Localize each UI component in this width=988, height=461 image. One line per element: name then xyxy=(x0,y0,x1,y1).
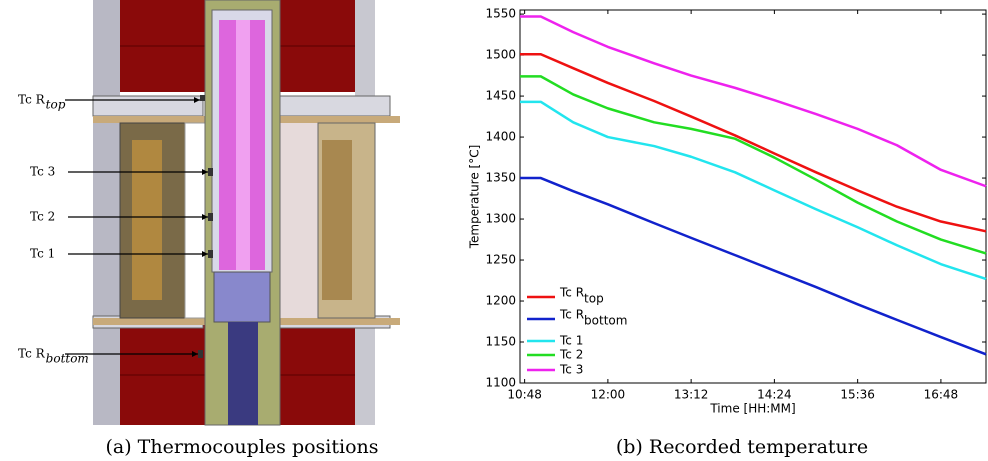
page: (a) Thermocouples positions (b) Recorded… xyxy=(0,0,988,461)
gap xyxy=(185,123,205,318)
flange xyxy=(93,318,205,325)
y-tick-label: 1250 xyxy=(485,253,516,267)
y-tick-label: 1300 xyxy=(485,212,516,226)
y-tick-label: 1150 xyxy=(485,335,516,349)
caption: (b) Recorded temperature xyxy=(616,436,868,458)
legend-label: Tc 3 xyxy=(559,363,583,377)
x-tick-label: 14:24 xyxy=(757,388,792,402)
rod xyxy=(228,322,258,425)
legend-label: Tc 1 xyxy=(559,334,583,348)
tc-label: Tc 1 xyxy=(30,247,55,261)
x-tick-label: 12:00 xyxy=(591,388,626,402)
legend-label-sub: top xyxy=(584,292,604,306)
y-tick-label: 1550 xyxy=(485,7,516,21)
x-axis-label: Time [HH:MM] xyxy=(709,402,795,416)
tc-label: Tc R xyxy=(18,347,46,361)
flange xyxy=(278,116,400,123)
series-line xyxy=(520,178,986,354)
bracket xyxy=(280,96,390,116)
series-line xyxy=(520,54,986,231)
tc-label-sub: top xyxy=(46,98,66,112)
thermocouple xyxy=(208,168,213,176)
y-tick-label: 1500 xyxy=(485,48,516,62)
thermocouple xyxy=(208,250,213,258)
x-tick-label: 10:48 xyxy=(507,388,542,402)
outer-shell xyxy=(93,0,120,425)
flange xyxy=(278,318,400,325)
tc-label: Tc 3 xyxy=(30,165,55,179)
y-tick-label: 1200 xyxy=(485,294,516,308)
y-tick-label: 1450 xyxy=(485,89,516,103)
tc-label: Tc 2 xyxy=(30,210,55,224)
bracket xyxy=(93,96,203,116)
x-tick-label: 15:36 xyxy=(840,388,875,402)
series-line xyxy=(520,102,986,279)
thermocouple xyxy=(200,95,205,101)
sample-highlight xyxy=(236,20,250,270)
figure: (a) Thermocouples positions (b) Recorded… xyxy=(0,0,988,461)
y-tick-label: 1400 xyxy=(485,130,516,144)
legend-label-sub: bottom xyxy=(584,314,627,328)
legend-label: Tc 2 xyxy=(559,348,583,362)
y-tick-label: 1350 xyxy=(485,171,516,185)
y-axis-label: Temperature [°C] xyxy=(468,145,482,250)
caption: (a) Thermocouples positions xyxy=(105,436,378,458)
x-tick-label: 16:48 xyxy=(924,388,959,402)
thermocouple xyxy=(208,213,213,221)
drawing xyxy=(93,0,400,425)
flange xyxy=(93,116,205,123)
series-line xyxy=(520,76,986,253)
x-tick-label: 13:12 xyxy=(674,388,709,402)
support xyxy=(214,272,270,322)
legend-label: Tc R xyxy=(559,286,584,300)
tc-label: Tc R xyxy=(18,93,46,107)
legend-label: Tc R xyxy=(559,308,584,322)
thermocouple xyxy=(198,350,203,358)
